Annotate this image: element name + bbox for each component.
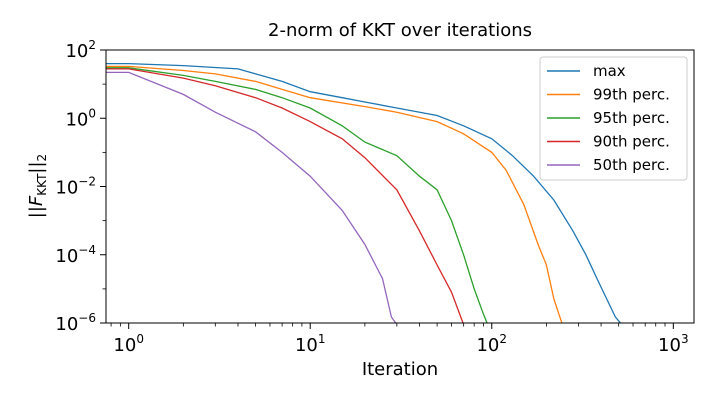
series-line-2 (106, 67, 488, 323)
y-axis-label: ||FKKT||2 (26, 154, 49, 218)
legend-box (539, 56, 688, 181)
y-axis-label-pre: || (26, 206, 47, 218)
y-axis-label-post-sub: 2 (35, 154, 49, 162)
series-line-3 (106, 68, 464, 323)
y-tick-label-1: 100 (65, 106, 96, 130)
x-axis-ticks: 100 101 102 103 (110, 323, 689, 356)
y-tick-label-2: 10−2 (55, 175, 96, 199)
legend-label-3: 90th perc. (593, 133, 670, 151)
x-tick-label-2: 102 (476, 332, 507, 356)
series-line-0 (106, 62, 622, 323)
series-line-1 (106, 65, 563, 323)
series-line-4 (106, 71, 397, 323)
y-tick-label-3: 10−4 (55, 243, 96, 267)
y-axis-label-sub: KKT (35, 173, 49, 196)
y-axis-label-main: F (26, 195, 47, 206)
y-tick-label-0: 102 (65, 38, 96, 62)
x-tick-label-0: 100 (113, 332, 144, 356)
chart-title: 2-norm of KKT over iterations (268, 20, 532, 41)
y-axis-ticks: 102 100 10−2 10−4 10−6 (55, 38, 106, 335)
y-tick-label-4: 10−6 (55, 311, 96, 335)
legend-label-4: 50th perc. (593, 156, 670, 174)
y-axis-label-post: || (26, 161, 47, 173)
legend-label-2: 95th perc. (593, 109, 670, 127)
legend-label-0: max (593, 62, 626, 80)
series-lines (106, 62, 622, 323)
x-axis-label: Iteration (362, 359, 438, 380)
legend: max 99th perc. 95th perc. 90th perc. 50th pe… (539, 56, 688, 181)
x-tick-label-1: 101 (295, 332, 326, 356)
legend-label-1: 99th perc. (593, 86, 670, 104)
x-tick-label-3: 103 (658, 332, 689, 356)
